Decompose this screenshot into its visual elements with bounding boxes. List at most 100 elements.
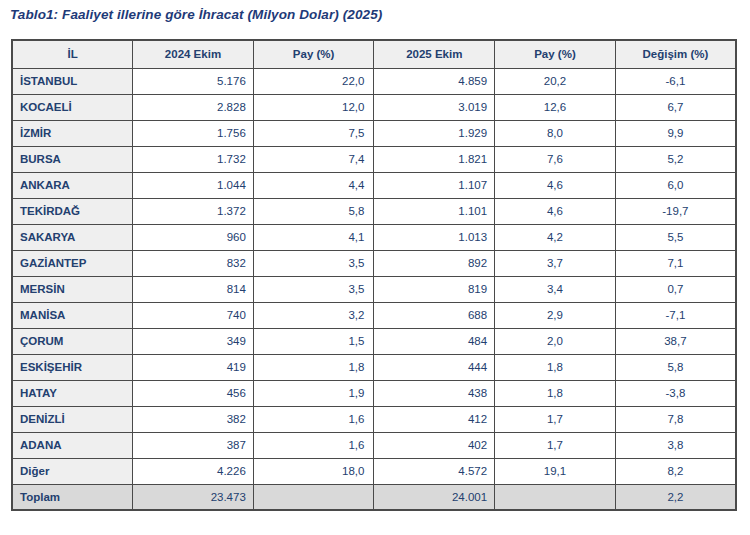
table-cell: 7,6 — [495, 146, 616, 172]
column-header-0: İL — [12, 40, 133, 68]
table-cell: 387 — [133, 432, 254, 458]
table-cell: -3,8 — [615, 380, 736, 406]
table-cell: 688 — [374, 302, 495, 328]
table-cell: 819 — [374, 276, 495, 302]
table-cell: 4.572 — [374, 458, 495, 484]
table-cell: 349 — [133, 328, 254, 354]
table-body: İSTANBUL5.17622,04.85920,2-6,1KOCAELİ2.8… — [12, 68, 736, 510]
table-row: GAZİANTEP8323,58923,77,1 — [12, 250, 736, 276]
row-label: Diğer — [12, 458, 133, 484]
table-cell: 1,8 — [253, 354, 374, 380]
table-cell: 3,7 — [495, 250, 616, 276]
table-row: ADANA3871,64021,73,8 — [12, 432, 736, 458]
table-row: İZMİR1.7567,51.9298,09,9 — [12, 120, 736, 146]
table-cell: 19,1 — [495, 458, 616, 484]
row-label: GAZİANTEP — [12, 250, 133, 276]
table-cell: 2,0 — [495, 328, 616, 354]
table-cell: 24.001 — [374, 484, 495, 510]
row-label: İZMİR — [12, 120, 133, 146]
table-cell — [495, 484, 616, 510]
row-label: TEKİRDAĞ — [12, 198, 133, 224]
table-cell: 38,7 — [615, 328, 736, 354]
table-cell: 832 — [133, 250, 254, 276]
table-cell: 1.107 — [374, 172, 495, 198]
table-cell: 4.859 — [374, 68, 495, 94]
table-cell: 1.732 — [133, 146, 254, 172]
table-row: MANİSA7403,26882,9-7,1 — [12, 302, 736, 328]
table-cell: 484 — [374, 328, 495, 354]
table-row: Diğer4.22618,04.57219,18,2 — [12, 458, 736, 484]
table-cell: 1.372 — [133, 198, 254, 224]
column-header-1: 2024 Ekim — [133, 40, 254, 68]
table-row: KOCAELİ2.82812,03.01912,66,7 — [12, 94, 736, 120]
table-cell: 402 — [374, 432, 495, 458]
table-row: TEKİRDAĞ1.3725,81.1014,6-19,7 — [12, 198, 736, 224]
table-cell: 1,9 — [253, 380, 374, 406]
table-header: İL2024 EkimPay (%)2025 EkimPay (%)Değişi… — [12, 40, 736, 68]
table-row: ESKİŞEHİR4191,84441,85,8 — [12, 354, 736, 380]
table-row: İSTANBUL5.17622,04.85920,2-6,1 — [12, 68, 736, 94]
table-cell: 438 — [374, 380, 495, 406]
table-cell: 456 — [133, 380, 254, 406]
table-cell: 4,4 — [253, 172, 374, 198]
table-cell: 6,0 — [615, 172, 736, 198]
table-cell: 1.101 — [374, 198, 495, 224]
column-header-5: Değişim (%) — [615, 40, 736, 68]
table-row: BURSA1.7327,41.8217,65,2 — [12, 146, 736, 172]
table-cell: 419 — [133, 354, 254, 380]
table-cell: 3.019 — [374, 94, 495, 120]
table-cell: 4,1 — [253, 224, 374, 250]
column-header-4: Pay (%) — [495, 40, 616, 68]
table-cell: -7,1 — [615, 302, 736, 328]
table-cell: 12,0 — [253, 94, 374, 120]
report-table-container: İL2024 EkimPay (%)2025 EkimPay (%)Değişi… — [11, 39, 750, 511]
table-cell: 3,2 — [253, 302, 374, 328]
table-cell: 814 — [133, 276, 254, 302]
table-row: MERSİN8143,58193,40,7 — [12, 276, 736, 302]
table-cell: 2,2 — [615, 484, 736, 510]
table-cell: 18,0 — [253, 458, 374, 484]
header-row: İL2024 EkimPay (%)2025 EkimPay (%)Değişi… — [12, 40, 736, 68]
table-cell: 23.473 — [133, 484, 254, 510]
table-cell: 2,9 — [495, 302, 616, 328]
column-header-2: Pay (%) — [253, 40, 374, 68]
table-cell: 7,5 — [253, 120, 374, 146]
table-row: SAKARYA9604,11.0134,25,5 — [12, 224, 736, 250]
table-row: ÇORUM3491,54842,038,7 — [12, 328, 736, 354]
table-cell: 1.821 — [374, 146, 495, 172]
table-cell: 1,8 — [495, 380, 616, 406]
row-label: SAKARYA — [12, 224, 133, 250]
table-cell: 1.013 — [374, 224, 495, 250]
table-row: DENİZLİ3821,64121,77,8 — [12, 406, 736, 432]
table-cell: 4,6 — [495, 172, 616, 198]
table-cell: 4.226 — [133, 458, 254, 484]
row-label: DENİZLİ — [12, 406, 133, 432]
table-cell: 5,8 — [615, 354, 736, 380]
table-cell: 3,5 — [253, 250, 374, 276]
table-cell: 1.756 — [133, 120, 254, 146]
table-cell: 2.828 — [133, 94, 254, 120]
table-cell: 7,4 — [253, 146, 374, 172]
row-label: İSTANBUL — [12, 68, 133, 94]
table-cell: 3,5 — [253, 276, 374, 302]
table-cell: 892 — [374, 250, 495, 276]
export-by-province-table: İL2024 EkimPay (%)2025 EkimPay (%)Değişi… — [11, 39, 737, 511]
table-cell: 412 — [374, 406, 495, 432]
row-label: MANİSA — [12, 302, 133, 328]
table-cell: 22,0 — [253, 68, 374, 94]
table-cell: 1,8 — [495, 354, 616, 380]
table-cell: 1,7 — [495, 432, 616, 458]
table-cell: 444 — [374, 354, 495, 380]
table-cell — [253, 484, 374, 510]
table-cell: 1,5 — [253, 328, 374, 354]
table-cell: 5.176 — [133, 68, 254, 94]
row-label: Toplam — [12, 484, 133, 510]
table-cell: 740 — [133, 302, 254, 328]
row-label: BURSA — [12, 146, 133, 172]
table-cell: 382 — [133, 406, 254, 432]
table-cell: 9,9 — [615, 120, 736, 146]
table-cell: 12,6 — [495, 94, 616, 120]
table-cell: 3,8 — [615, 432, 736, 458]
table-cell: 0,7 — [615, 276, 736, 302]
table-cell: 8,2 — [615, 458, 736, 484]
